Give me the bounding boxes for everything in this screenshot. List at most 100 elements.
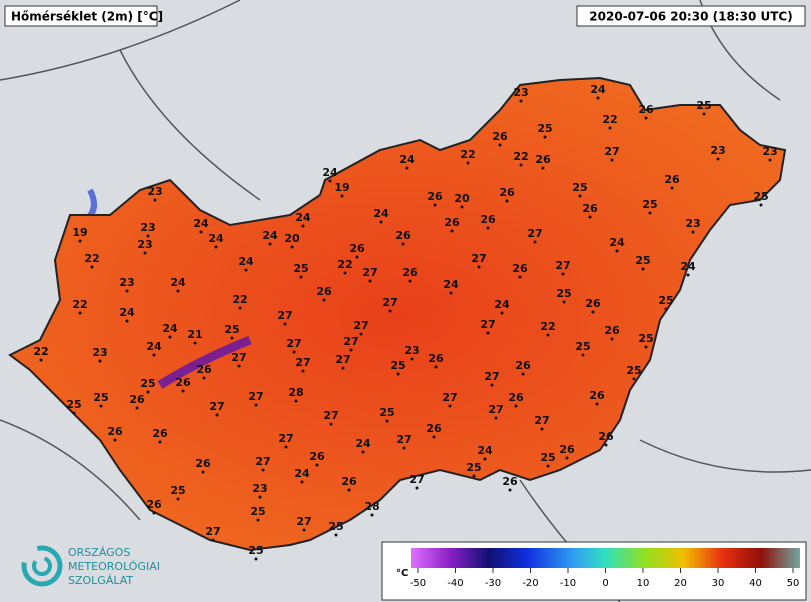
station-temperature: 20 (454, 192, 470, 205)
station-temperature: 27 (527, 227, 542, 240)
station-dot (716, 157, 720, 161)
station-dot (254, 557, 258, 561)
station-temperature: 27 (488, 403, 503, 416)
station-dot (334, 533, 338, 537)
station-temperature: 23 (710, 144, 725, 157)
station-dot (329, 422, 333, 426)
station-dot (268, 242, 272, 246)
station-temperature: 25 (537, 122, 552, 135)
station-dot (349, 348, 353, 352)
station-dot (610, 337, 614, 341)
station-dot (146, 390, 150, 394)
station-dot (211, 538, 215, 542)
station-temperature: 24 (170, 276, 186, 289)
station-dot (591, 310, 595, 314)
station-temperature: 23 (252, 482, 267, 495)
station-temperature: 26 (559, 443, 575, 456)
station-temperature: 23 (404, 344, 419, 357)
station-dot (152, 353, 156, 357)
station-dot (466, 161, 470, 165)
station-temperature: 27 (484, 370, 499, 383)
station-temperature: 22 (513, 150, 528, 163)
station-dot (519, 163, 523, 167)
station-temperature: 23 (513, 86, 528, 99)
station-dot (292, 350, 296, 354)
station-dot (244, 268, 248, 272)
logo-text: ORSZÁGOS (68, 546, 130, 559)
hungary-temperature-field (8, 76, 787, 552)
station-temperature: 26 (604, 324, 620, 337)
station-temperature: 25 (635, 254, 650, 267)
station-temperature: 25 (696, 99, 711, 112)
station-dot (258, 495, 262, 499)
lake-balaton (157, 335, 252, 389)
station-dot (153, 198, 157, 202)
station-dot (514, 404, 518, 408)
station-dot (146, 234, 150, 238)
station-dot (644, 116, 648, 120)
colorbar-tick-label: -50 (410, 578, 426, 589)
station-temperature: 25 (140, 377, 155, 390)
station-dot (283, 322, 287, 326)
station-dot (486, 226, 490, 230)
station-dot (181, 389, 185, 393)
station-dot (290, 245, 294, 249)
station-dot (176, 497, 180, 501)
station-temperature: 27 (353, 319, 368, 332)
station-dot (113, 438, 117, 442)
station-dot (78, 311, 82, 315)
station-dot (302, 528, 306, 532)
station-temperature: 26 (499, 186, 515, 199)
station-temperature: 25 (658, 294, 673, 307)
station-temperature: 26 (196, 363, 212, 376)
station-temperature: 24 (322, 166, 338, 179)
station-temperature: 23 (685, 217, 700, 230)
station-dot (370, 513, 374, 517)
station-dot (193, 341, 197, 345)
station-dot (546, 464, 550, 468)
station-temperature: 24 (294, 467, 310, 480)
logo-text: METEOROLÓGIAI (68, 560, 160, 573)
station-dot (691, 230, 695, 234)
station-dot (561, 272, 565, 276)
station-dot (341, 366, 345, 370)
station-temperature: 27 (296, 515, 311, 528)
station-dot (401, 242, 405, 246)
station-temperature: 19 (334, 181, 349, 194)
station-dot (608, 126, 612, 130)
station-dot (176, 289, 180, 293)
station-dot (519, 99, 523, 103)
station-temperature: 26 (502, 475, 518, 488)
station-temperature: 25 (328, 520, 343, 533)
station-dot (533, 240, 537, 244)
station-temperature: 26 (427, 190, 443, 203)
station-dot (201, 470, 205, 474)
station-dot (434, 365, 438, 369)
station-dot (256, 518, 260, 522)
station-temperature: 26 (309, 450, 325, 463)
station-temperature: 25 (556, 287, 571, 300)
station-temperature: 26 (107, 425, 123, 438)
station-temperature: 26 (515, 359, 531, 372)
station-dot (588, 215, 592, 219)
station-temperature: 26 (589, 389, 605, 402)
station-dot (610, 158, 614, 162)
station-dot (500, 311, 504, 315)
station-dot (472, 474, 476, 478)
station-dot (415, 486, 419, 490)
station-temperature: 27 (442, 391, 457, 404)
station-temperature: 26 (535, 153, 551, 166)
station-dot (565, 456, 569, 460)
station-dot (388, 309, 392, 313)
station-temperature: 26 (638, 103, 654, 116)
colorbar-tick-label: 50 (787, 578, 800, 589)
station-temperature: 27 (255, 455, 270, 468)
station-temperature: 27 (295, 356, 310, 369)
station-dot (508, 488, 512, 492)
station-dot (405, 166, 409, 170)
station-dot (686, 273, 690, 277)
station-temperature: 23 (137, 238, 152, 251)
station-temperature: 26 (480, 213, 496, 226)
station-temperature: 26 (195, 457, 211, 470)
